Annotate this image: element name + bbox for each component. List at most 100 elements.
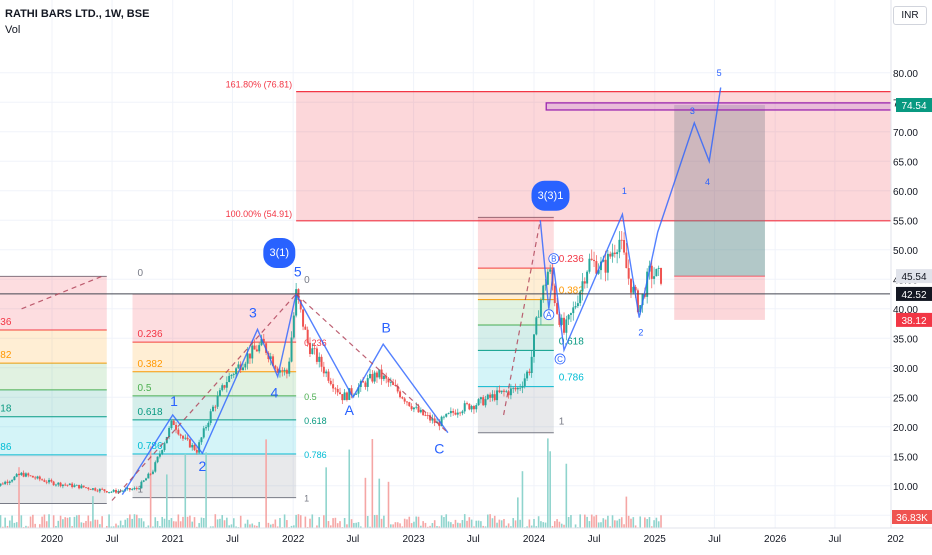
- price-marker-label: 42.52: [901, 290, 926, 301]
- candle-body: [182, 436, 184, 439]
- volume-bar: [559, 522, 561, 528]
- candle-body: [390, 382, 392, 383]
- candle-body: [103, 489, 105, 491]
- candle-body: [115, 490, 117, 493]
- volume-bar: [480, 521, 482, 528]
- candle-body: [189, 439, 191, 447]
- candle-body: [83, 486, 85, 488]
- candle-body: [30, 475, 32, 476]
- candle-body: [145, 478, 147, 480]
- candle-body: [203, 428, 205, 437]
- target-zone: [674, 221, 765, 276]
- candle-body: [461, 411, 463, 413]
- candle-body: [542, 286, 544, 300]
- candle-body: [217, 396, 219, 407]
- candle-body: [25, 473, 27, 476]
- time-tick-label: Jul: [708, 534, 721, 545]
- volume-bar: [295, 515, 297, 528]
- circled-wave-label: B: [549, 254, 559, 264]
- volume-bar: [14, 523, 16, 528]
- candle-body: [314, 348, 316, 349]
- fib-zone: [478, 387, 554, 433]
- candle-body: [291, 338, 293, 362]
- volume-bar: [593, 516, 595, 528]
- target-highlight-rect[interactable]: [546, 103, 892, 110]
- candle-body: [466, 403, 468, 404]
- candle-body: [327, 372, 329, 381]
- volume-bar: [455, 520, 457, 528]
- candle-body: [129, 488, 131, 490]
- volume-bar: [589, 521, 591, 528]
- volume-bar: [161, 517, 163, 528]
- candle-body: [32, 476, 34, 478]
- volume-bar: [76, 515, 78, 528]
- candle-body: [420, 410, 422, 412]
- candle-body: [445, 414, 447, 417]
- candle-body: [60, 483, 62, 486]
- fib-level-label: 1: [304, 494, 309, 504]
- fib-level-label: 0.236: [137, 329, 162, 340]
- candle-body: [521, 386, 523, 388]
- volume-bar: [660, 515, 662, 528]
- candle-body: [491, 394, 493, 398]
- volume-label[interactable]: Vol: [5, 24, 20, 36]
- volume-bar: [300, 515, 302, 528]
- candle-body: [16, 474, 18, 477]
- candle-body: [538, 317, 540, 318]
- time-tick-label: 2025: [644, 534, 667, 545]
- wave-bubble[interactable]: 3(3)1: [531, 181, 569, 211]
- volume-bar: [457, 523, 459, 528]
- candle-body: [191, 445, 193, 447]
- volume-bar: [633, 517, 635, 528]
- fib-level-label: 0.5: [304, 392, 317, 402]
- candle-body: [196, 450, 198, 453]
- volume-bar: [141, 518, 143, 528]
- candle-body: [157, 457, 159, 462]
- wave-bubble[interactable]: 3(1): [263, 238, 295, 268]
- candle-body: [485, 399, 487, 405]
- time-tick-label: 2022: [282, 534, 305, 545]
- candle-body: [168, 428, 170, 437]
- volume-bar: [0, 515, 1, 528]
- long-position[interactable]: [674, 105, 765, 320]
- volume-bar: [62, 519, 64, 528]
- fib-zone: [478, 325, 554, 350]
- candle-body: [302, 309, 304, 326]
- volume-bar: [39, 524, 41, 528]
- candle-body: [588, 259, 590, 272]
- volume-bar: [626, 497, 628, 528]
- candle-body: [406, 402, 408, 403]
- price-tick-label: 80.00: [893, 69, 918, 80]
- candle-body: [609, 254, 611, 257]
- trend-line-dashed[interactable]: [296, 294, 448, 433]
- candle-body: [55, 485, 57, 486]
- volume-bar: [390, 524, 392, 528]
- volume-bar: [203, 518, 205, 528]
- fib-level-label: 0.786: [0, 442, 12, 453]
- volume-bar: [554, 521, 556, 528]
- candle-body: [0, 484, 2, 486]
- price-axis[interactable]: 5.0010.0015.0020.0025.0030.0035.0040.004…: [891, 0, 932, 550]
- candle-body: [464, 403, 466, 411]
- candle-body: [364, 383, 366, 387]
- volume-bar: [584, 515, 586, 528]
- currency-button[interactable]: INR: [893, 6, 927, 25]
- candle-body: [593, 260, 595, 261]
- volume-bar: [408, 517, 410, 528]
- volume-bar: [623, 524, 625, 528]
- candle-body: [64, 485, 66, 486]
- symbol-title[interactable]: RATHI BARS LTD., 1W, BSE: [5, 8, 149, 20]
- candle-body: [411, 406, 413, 409]
- bubble-text: 3(3)1: [538, 190, 564, 202]
- candle-body: [249, 353, 251, 358]
- candle-body: [616, 252, 618, 254]
- time-tick-label: 2021: [162, 534, 185, 545]
- volume-bar: [600, 522, 602, 528]
- volume-bar: [499, 520, 501, 528]
- candle-body: [286, 370, 288, 374]
- price-tick-label: 30.00: [893, 364, 918, 375]
- candle-body: [76, 485, 78, 486]
